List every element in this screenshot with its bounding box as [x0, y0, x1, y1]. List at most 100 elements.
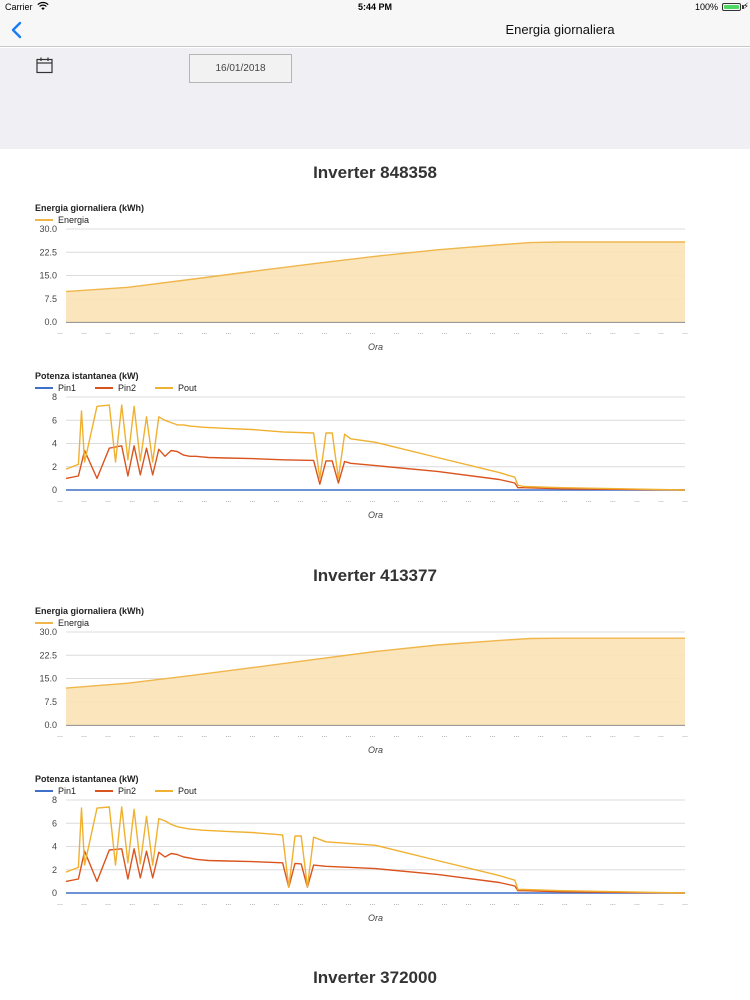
- x-tick-label: ...: [177, 497, 183, 504]
- x-axis-label: Ora: [368, 745, 383, 755]
- x-tick-label: ...: [57, 497, 63, 504]
- x-tick-label: ...: [249, 497, 255, 504]
- x-tick-label: ...: [105, 732, 111, 739]
- x-tick-label: ...: [658, 329, 664, 336]
- x-tick-label: ...: [562, 732, 568, 739]
- x-tick-label: ...: [610, 732, 616, 739]
- x-tick-label: ...: [273, 732, 279, 739]
- chart-title: Energia giornaliera (kWh): [35, 203, 144, 213]
- x-tick-label: ...: [297, 900, 303, 907]
- battery-tip: [742, 5, 744, 9]
- x-tick-label: ...: [514, 497, 520, 504]
- x-tick-label: ...: [153, 329, 159, 336]
- x-tick-label: ...: [322, 497, 328, 504]
- y-tick-label: 4: [52, 842, 57, 852]
- x-tick-label: ...: [153, 497, 159, 504]
- x-tick-label: ...: [562, 900, 568, 907]
- legend-label: Pout: [178, 383, 197, 393]
- x-tick-label: ...: [418, 732, 424, 739]
- x-tick-label: ...: [57, 732, 63, 739]
- chevron-left-icon[interactable]: [8, 18, 28, 42]
- charging-icon: ⚡: [742, 1, 749, 11]
- x-tick-label: ...: [249, 900, 255, 907]
- x-tick-label: ...: [418, 329, 424, 336]
- x-tick-label: ...: [610, 900, 616, 907]
- chart-svg: Potenza istantanea (kW) Pin1 Pin2 Pout 0 2 4 6 8…: [35, 371, 688, 520]
- y-tick-label: 22.5: [39, 247, 57, 257]
- x-tick-label: ...: [586, 900, 592, 907]
- x-tick-label: ...: [346, 329, 352, 336]
- legend-label: Pin1: [58, 786, 76, 796]
- chart-title: Potenza istantanea (kW): [35, 371, 139, 381]
- x-tick-label: ...: [177, 732, 183, 739]
- x-tick-label: ...: [586, 329, 592, 336]
- x-tick-label: ...: [490, 329, 496, 336]
- chart-svg: Potenza istantanea (kW) Pin1 Pin2 Pout 0 2 4 6 8…: [35, 774, 688, 923]
- x-tick-label: ...: [658, 732, 664, 739]
- x-axis-label: Ora: [368, 342, 383, 352]
- x-tick-label: ...: [442, 329, 448, 336]
- battery-percentage: 100%: [694, 2, 718, 12]
- x-tick-label: ...: [394, 900, 400, 907]
- x-tick-label: ...: [225, 900, 231, 907]
- x-tick-label: ...: [322, 900, 328, 907]
- x-tick-label: ...: [297, 732, 303, 739]
- x-tick-label: ...: [105, 900, 111, 907]
- x-tick-label: ...: [129, 497, 135, 504]
- x-tick-label: ...: [346, 732, 352, 739]
- x-tick-label: ...: [297, 497, 303, 504]
- y-tick-label: 0: [52, 485, 57, 495]
- inverter-title: Inverter 848358: [313, 163, 437, 182]
- legend-label: Energia: [58, 215, 89, 225]
- y-tick-label: 2: [52, 462, 57, 472]
- chart-title: Potenza istantanea (kW): [35, 774, 139, 784]
- x-tick-label: ...: [466, 732, 472, 739]
- calendar-icon[interactable]: [36, 57, 53, 74]
- y-tick-label: 0.0: [44, 720, 57, 730]
- x-tick-label: ...: [57, 329, 63, 336]
- y-tick-label: 22.5: [39, 650, 57, 660]
- x-tick-label: ...: [129, 329, 135, 336]
- carrier-label: Carrier: [5, 2, 33, 12]
- x-tick-label: ...: [634, 732, 640, 739]
- x-tick-label: ...: [225, 329, 231, 336]
- x-tick-label: ...: [658, 497, 664, 504]
- x-tick-label: ...: [370, 497, 376, 504]
- x-tick-label: ...: [249, 329, 255, 336]
- x-tick-label: ...: [346, 497, 352, 504]
- x-tick-label: ...: [370, 900, 376, 907]
- x-tick-label: ...: [370, 329, 376, 336]
- series-line-pout: [65, 404, 686, 491]
- x-tick-label: ...: [562, 497, 568, 504]
- legend-label: Pin2: [118, 383, 136, 393]
- x-tick-label: ...: [418, 900, 424, 907]
- legend-label: Pout: [178, 786, 197, 796]
- x-axis-label: Ora: [368, 510, 383, 520]
- date-picker-field[interactable]: 16/01/2018: [189, 54, 292, 83]
- x-tick-label: ...: [682, 900, 688, 907]
- series-line-energia: [65, 637, 685, 689]
- x-tick-label: ...: [201, 329, 207, 336]
- x-tick-label: ...: [129, 900, 135, 907]
- x-tick-label: ...: [586, 497, 592, 504]
- x-tick-label: ...: [538, 732, 544, 739]
- y-tick-label: 4: [52, 439, 57, 449]
- y-tick-label: 15.0: [39, 271, 57, 281]
- x-tick-label: ...: [658, 900, 664, 907]
- chart-svg: Energia giornaliera (kWh) Energia 0.0 7.5 15…: [35, 203, 688, 352]
- x-tick-label: ...: [490, 900, 496, 907]
- x-tick-label: ...: [273, 497, 279, 504]
- y-tick-label: 8: [52, 795, 57, 805]
- series-area-energia: [66, 242, 685, 322]
- page-title: Energia giornaliera: [505, 22, 615, 37]
- x-tick-label: ...: [322, 329, 328, 336]
- x-tick-label: ...: [442, 497, 448, 504]
- inverter-title: Inverter 372000: [313, 968, 437, 987]
- x-tick-label: ...: [394, 497, 400, 504]
- navigation-bar: Energia giornaliera: [0, 14, 750, 47]
- x-tick-label: ...: [490, 497, 496, 504]
- energy-chart: Energia giornaliera (kWh) Energia 0.0 7.5 15…: [30, 198, 700, 358]
- chart-svg: Energia giornaliera (kWh) Energia 0.0 7.5 15…: [35, 606, 688, 755]
- wifi-icon: [37, 1, 49, 13]
- y-tick-label: 6: [52, 818, 57, 828]
